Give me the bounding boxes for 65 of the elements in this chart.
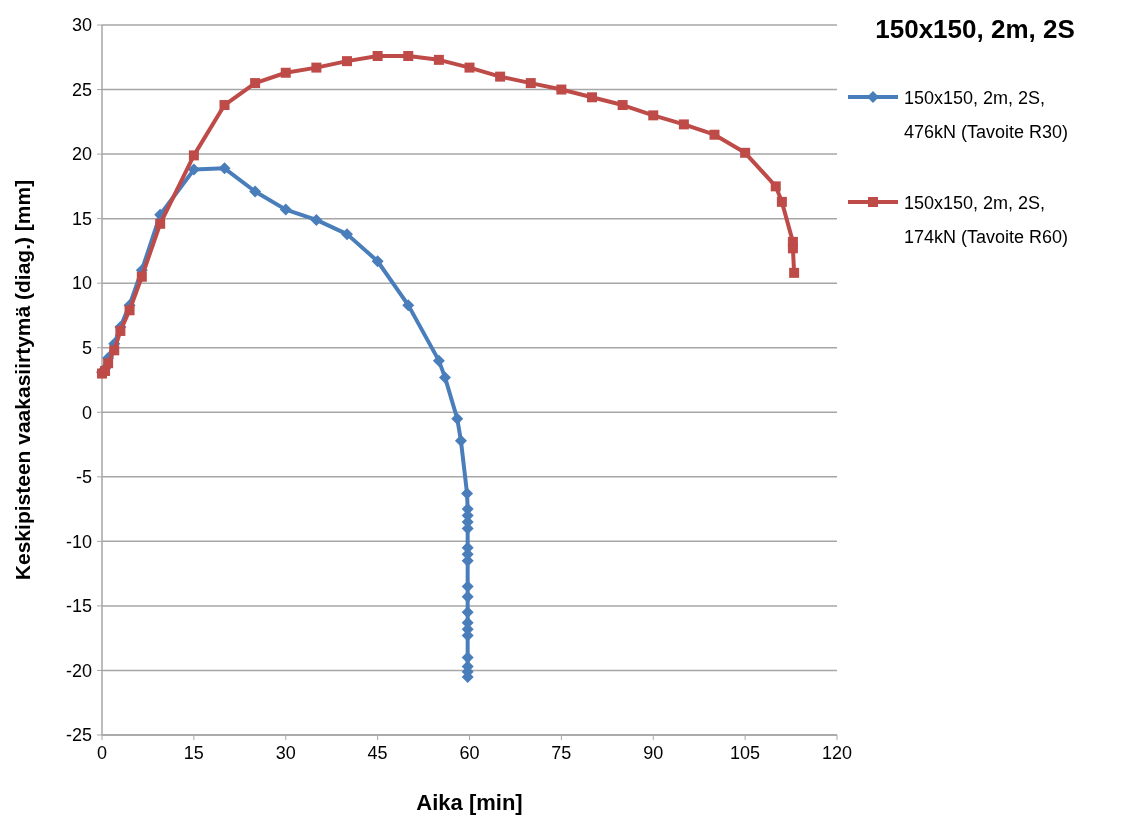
- point: [789, 267, 800, 278]
- point: [103, 358, 114, 369]
- y-tick-label: -20: [65, 660, 92, 681]
- point: [709, 129, 720, 140]
- point: [188, 150, 199, 161]
- x-tick-label: 15: [183, 743, 204, 763]
- y-tick-label: 15: [71, 208, 92, 229]
- point: [403, 50, 414, 61]
- point: [439, 371, 451, 384]
- point: [155, 218, 166, 229]
- point: [740, 147, 751, 158]
- point: [495, 71, 506, 82]
- point: [432, 354, 445, 367]
- point: [617, 100, 628, 111]
- point: [250, 78, 261, 89]
- point: [648, 110, 659, 121]
- y-tick-label: -25: [65, 725, 92, 746]
- point: [187, 163, 200, 176]
- point: [279, 203, 292, 216]
- point: [115, 325, 126, 336]
- x-tick-label: 30: [275, 743, 296, 763]
- x-tick-label: 90: [643, 743, 664, 763]
- point: [124, 305, 135, 316]
- point: [787, 243, 798, 254]
- legend-label: 150x150, 2m, 2S, 476kN (Tavoite R30): [904, 88, 1069, 142]
- y-tick-label: 10: [71, 273, 92, 294]
- point: [525, 78, 536, 89]
- x-tick-label: 120: [821, 743, 853, 763]
- y-tick-label: 25: [71, 79, 92, 100]
- point: [678, 119, 689, 130]
- x-tick-label: 75: [551, 743, 572, 763]
- point: [433, 54, 444, 65]
- point: [371, 255, 384, 268]
- point: [770, 181, 781, 192]
- legend-label: 150x150, 2m, 2S, 174kN (Tavoite R60): [904, 193, 1069, 247]
- point: [249, 185, 262, 198]
- x-axis-title: Aika [min]: [416, 790, 523, 815]
- point: [372, 50, 383, 61]
- y-tick-label: -5: [75, 467, 92, 488]
- x-tick-label: 60: [459, 743, 480, 763]
- point: [464, 62, 475, 73]
- point: [341, 228, 353, 241]
- y-tick-label: 0: [81, 402, 92, 423]
- point: [402, 299, 415, 312]
- y-axis-title: Keskipisteen vaakasiirtymä (diag.) [mm]: [11, 179, 34, 581]
- y-tick-label: 5: [81, 338, 92, 359]
- point: [311, 62, 322, 73]
- point: [219, 100, 230, 111]
- y-tick-label: 30: [71, 15, 92, 36]
- text: 150x150, 2m, 2S: [875, 14, 1075, 44]
- point: [451, 412, 464, 425]
- point: [280, 67, 291, 78]
- x-tick-label: 45: [367, 743, 388, 763]
- x-tick-label: 0: [96, 743, 108, 763]
- x-tick-label: 105: [730, 743, 761, 763]
- point: [136, 271, 147, 282]
- y-tick-label: 20: [71, 144, 92, 165]
- y-tick-label: -15: [65, 596, 92, 617]
- y-tick-label: -10: [65, 531, 92, 552]
- point: [776, 196, 787, 207]
- point: [342, 56, 352, 67]
- point: [109, 345, 120, 356]
- point: [310, 213, 323, 226]
- point: [587, 92, 597, 103]
- point: [556, 84, 567, 95]
